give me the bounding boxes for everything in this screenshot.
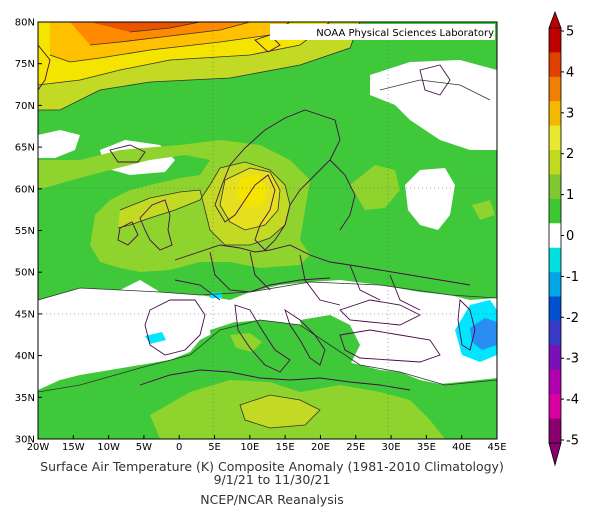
latitude-labels: 80N 75N 70N 65N 60N 55N 50N 45N 40N 35N 30N (15, 18, 35, 446)
lat-label: 30N (15, 435, 35, 446)
lon-label: 20E (311, 442, 330, 453)
colorbar-swatch (549, 101, 561, 126)
title-line2: 9/1/21 to 11/30/21 (214, 472, 331, 487)
colorbar-swatch (549, 125, 561, 151)
colorbar (548, 10, 562, 467)
lon-label: 10E (240, 442, 259, 453)
title-line3: NCEP/NCAR Reanalysis (200, 492, 343, 507)
anomaly-fill-zero-nwatlantic (38, 130, 80, 158)
anomaly-fill-zero-arctic-east (370, 60, 497, 150)
lon-label: 40E (452, 442, 471, 453)
lat-label: 50N (15, 268, 35, 279)
map-plot-area: NOAA Physical Sciences Laboratory (37, 21, 498, 440)
colorbar-swatch (549, 320, 561, 346)
lon-label: 45E (487, 442, 506, 453)
lon-label: 10W (97, 442, 120, 453)
colorbar-top-arrow (548, 10, 562, 29)
graticule (38, 22, 497, 439)
lon-label: 5E (208, 442, 221, 453)
lon-label: 5W (136, 442, 152, 453)
lat-label: 75N (15, 59, 35, 70)
lon-label: 20W (27, 442, 50, 453)
lat-label: 35N (15, 393, 35, 404)
lon-label: 15E (276, 442, 295, 453)
colorbar-label: 2 (566, 147, 574, 162)
colorbar-label: -1 (566, 270, 579, 285)
anomaly-fill-russia-lime (350, 165, 400, 210)
lat-label: 40N (15, 351, 35, 362)
longitude-labels: 20W 15W 10W 5W 0 5E 10E 15E 20E 25E 30E 35E 40E 45E (27, 442, 507, 453)
colorbar-swatch (549, 394, 561, 419)
anomaly-fill-arctic-red (90, 22, 200, 32)
lon-label: 35E (417, 442, 436, 453)
lat-label: 45N (15, 309, 35, 320)
anomaly-fill-balkans (300, 315, 360, 370)
colorbar-label: 5 (566, 25, 574, 40)
colorbar-swatch (549, 296, 561, 322)
colorbar-swatch (549, 52, 561, 78)
title-line1: Surface Air Temperature (K) Composite An… (40, 459, 504, 474)
lat-label: 60N (15, 184, 35, 195)
colorbar-swatch (549, 76, 561, 102)
colorbar-labels: 5 4 3 2 1 0 -1 -2 -3 -4 -5 (561, 25, 579, 449)
colorbar-swatch (549, 369, 561, 395)
lat-label: 55N (15, 226, 35, 237)
colorbar-swatch (549, 198, 561, 224)
lat-label: 65N (15, 143, 35, 154)
anomaly-fill-nafrica-yellow (240, 395, 320, 428)
lon-label: 0 (176, 442, 182, 453)
attribution-box (270, 24, 495, 40)
colorbar-label: 3 (566, 106, 574, 121)
anomaly-fill-zero-ural (405, 168, 455, 230)
lat-label: 80N (15, 18, 35, 29)
lon-label: 30E (382, 442, 401, 453)
anomaly-fill-caspian-blue (470, 318, 497, 350)
colorbar-swatch (549, 345, 561, 371)
lon-label: 15W (62, 442, 85, 453)
anomaly-fill-scandi-core (236, 175, 268, 208)
coastlines (37, 34, 476, 391)
axis-ticks (37, 21, 498, 440)
anomaly-fill-east-lime (472, 200, 495, 220)
colorbar-label: -3 (566, 352, 579, 367)
colorbar-swatch (549, 247, 561, 273)
colorbar-swatch (549, 418, 561, 444)
colorbar-label: 4 (566, 65, 574, 80)
anomaly-fill-iberia-cyan (145, 332, 166, 344)
colorbar-label: -2 (566, 311, 579, 326)
lat-label: 70N (15, 101, 35, 112)
colorbar-label: -5 (566, 434, 579, 449)
colorbar-swatch (549, 174, 561, 200)
colorbar-label: 0 (566, 229, 574, 244)
colorbar-swatch (549, 28, 561, 53)
colorbar-bottom-arrow (548, 442, 562, 467)
colorbar-label: -4 (566, 393, 579, 408)
colorbar-swatch (549, 223, 561, 249)
attribution-text: NOAA Physical Sciences Laboratory (316, 28, 494, 39)
lon-label: 25E (346, 442, 365, 453)
colorbar-label: 1 (566, 188, 574, 203)
colorbar-swatch (549, 150, 561, 175)
colorbar-swatch (549, 272, 561, 297)
